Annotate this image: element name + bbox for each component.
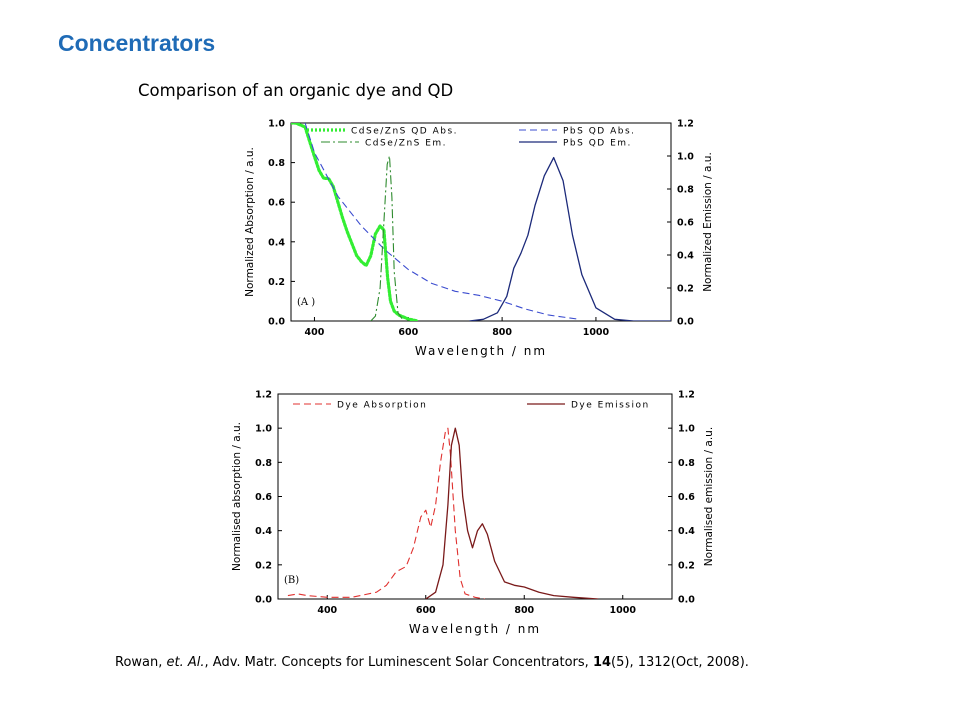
y2-tick-label: 0.8	[677, 185, 694, 196]
series-line-pbs-qd-abs-	[304, 123, 578, 320]
panel-label: (A )	[297, 297, 315, 308]
legend-label: PbS QD Em.	[563, 139, 632, 149]
citation-middle: , Adv. Matr. Concepts for Luminescent So…	[204, 655, 593, 670]
y-tick-label: 0.6	[255, 492, 272, 503]
y2-axis-label: Normalized Emission / a.u.	[702, 152, 714, 292]
y2-axis-label: Normalised emission / a.u.	[703, 427, 715, 566]
y2-tick-label: 1.2	[677, 119, 694, 130]
y-tick-label: 0.6	[268, 198, 285, 209]
plot-frame	[277, 393, 673, 600]
panel-label: (B)	[284, 575, 299, 586]
series-line-dye-emission	[425, 427, 599, 599]
x-axis-label: Wavelength / nm	[409, 622, 541, 636]
slide-title: Concentrators	[58, 30, 216, 56]
y2-tick-label: 0.6	[677, 218, 694, 229]
legend-label: PbS QD Abs.	[563, 127, 636, 137]
y2-tick-label: 0.6	[678, 492, 695, 503]
x-tick-label: 400	[317, 605, 337, 616]
y-tick-label: 0.8	[255, 458, 272, 469]
y-tick-label: 0.0	[268, 317, 285, 328]
slide-subtitle: Comparison of an organic dye and QD	[138, 81, 454, 100]
chart-a: 400 600 800 1000 0.0 0.2 0.4 0.6 0.8 1.0 0.0 0.2 0.4…	[244, 119, 714, 359]
y2-tick-label: 0.0	[677, 317, 694, 328]
x-tick-label: 600	[398, 327, 418, 338]
chart-b: 400 600 800 1000 0.0 0.2 0.4 0.6 0.8 1.0 1.2 0.0 0.2…	[231, 390, 715, 637]
y-tick-label: 0.4	[255, 526, 272, 537]
citation: Rowan, et. Al., Adv. Matr. Concepts for …	[115, 655, 749, 670]
y-tick-label: 0.2	[255, 560, 272, 571]
citation-italic: et. Al.	[166, 655, 205, 670]
legend-label: Dye Absorption	[337, 401, 427, 411]
y2-tick-label: 1.2	[678, 390, 695, 401]
legend-label: CdSe/ZnS Em.	[365, 139, 447, 149]
x-tick-label: 800	[514, 605, 534, 616]
x-tick-label: 1000	[610, 605, 637, 616]
series-line-cdse-zns-em-	[370, 155, 405, 321]
series-line-cdse-zns-qd-abs-	[291, 123, 420, 321]
y2-tick-label: 0.0	[678, 595, 695, 606]
x-tick-label: 400	[305, 327, 325, 338]
y-tick-label: 0.4	[268, 237, 285, 248]
series-line-pbs-qd-em-	[469, 156, 671, 321]
y-tick-label: 1.0	[255, 424, 272, 435]
y2-tick-label: 1.0	[677, 152, 694, 163]
y2-tick-label: 0.2	[678, 560, 695, 571]
y-tick-label: 0.0	[255, 595, 272, 606]
series-line-dye-absorption	[287, 427, 485, 599]
x-axis-label: Wavelength / nm	[415, 344, 547, 358]
y2-tick-label: 0.8	[678, 458, 695, 469]
y-axis-label: Normalized Absorption / a.u.	[244, 147, 256, 297]
y-tick-label: 1.0	[268, 119, 285, 130]
y2-tick-label: 0.4	[678, 526, 695, 537]
x-tick-label: 1000	[583, 327, 610, 338]
y-tick-label: 0.2	[268, 277, 285, 288]
y-axis-label: Normalised absorption / a.u.	[231, 422, 243, 571]
y2-tick-label: 0.4	[677, 251, 694, 262]
y-tick-label: 1.2	[255, 390, 272, 401]
plot-frame	[290, 122, 672, 322]
y2-tick-label: 1.0	[678, 424, 695, 435]
citation-prefix: Rowan,	[115, 655, 167, 670]
y2-tick-label: 0.2	[677, 284, 694, 295]
x-tick-label: 800	[492, 327, 512, 338]
citation-suffix: (5), 1312(Oct, 2008).	[611, 655, 749, 670]
citation-volume: 14	[592, 655, 612, 670]
y-tick-label: 0.8	[268, 158, 285, 169]
legend-label: CdSe/ZnS QD Abs.	[351, 127, 458, 137]
legend-label: Dye Emission	[571, 401, 650, 411]
x-tick-label: 600	[416, 605, 436, 616]
